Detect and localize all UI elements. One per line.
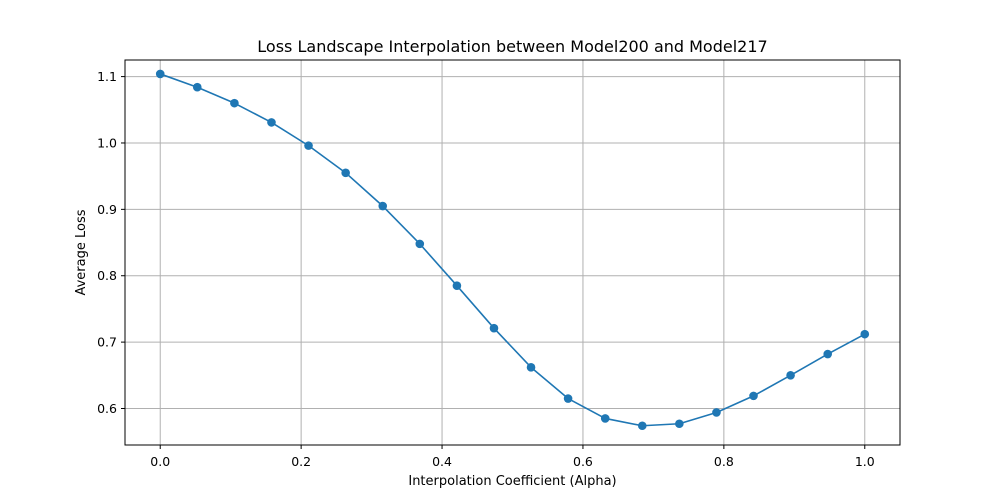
y-tick-label: 0.7: [97, 335, 117, 350]
x-tick-label: 0.6: [573, 454, 593, 469]
y-tick-label: 1.1: [97, 69, 117, 84]
data-point: [600, 414, 610, 423]
x-tick-label: 0.0: [150, 454, 170, 469]
data-point: [192, 82, 202, 92]
x-tick-label: 0.2: [291, 454, 311, 469]
data-point: [267, 118, 276, 127]
chart-title: Loss Landscape Interpolation between Mod…: [257, 37, 767, 56]
data-point: [637, 421, 647, 431]
data-point: [860, 329, 870, 339]
data-point: [378, 201, 388, 211]
y-tick-label: 0.9: [97, 202, 117, 217]
axis-ticks: 0.0 0.2 0.4 0.6 0.8 1.0 0.6 0.7 0.8 0.9 1.0 1.1: [97, 69, 875, 469]
data-point: [230, 98, 239, 108]
data-point: [155, 69, 165, 79]
data-point: [489, 323, 499, 333]
y-axis-label: Average Loss: [74, 209, 89, 295]
series-line: [159, 73, 866, 427]
data-point: [304, 141, 313, 150]
data-point: [749, 391, 758, 401]
x-axis-label: Interpolation Coefficient (Alpha): [408, 474, 616, 489]
series-layer: [155, 69, 870, 431]
y-tick-label: 0.8: [97, 268, 117, 283]
data-point: [452, 281, 462, 290]
y-tick-label: 0.6: [97, 401, 117, 416]
data-point: [341, 168, 350, 178]
plot-frame: [124, 59, 901, 446]
grid: [125, 60, 900, 445]
x-tick-label: 0.8: [714, 454, 734, 469]
y-tick-label: 1.0: [97, 135, 117, 150]
x-tick-label: 1.0: [855, 454, 875, 469]
x-tick-label: 0.4: [432, 454, 452, 469]
data-point: [712, 408, 721, 417]
data-point: [415, 239, 425, 249]
data-point: [563, 394, 573, 403]
data-point: [823, 349, 833, 359]
data-point: [786, 371, 795, 380]
data-point: [675, 419, 684, 429]
data-point: [526, 363, 536, 372]
